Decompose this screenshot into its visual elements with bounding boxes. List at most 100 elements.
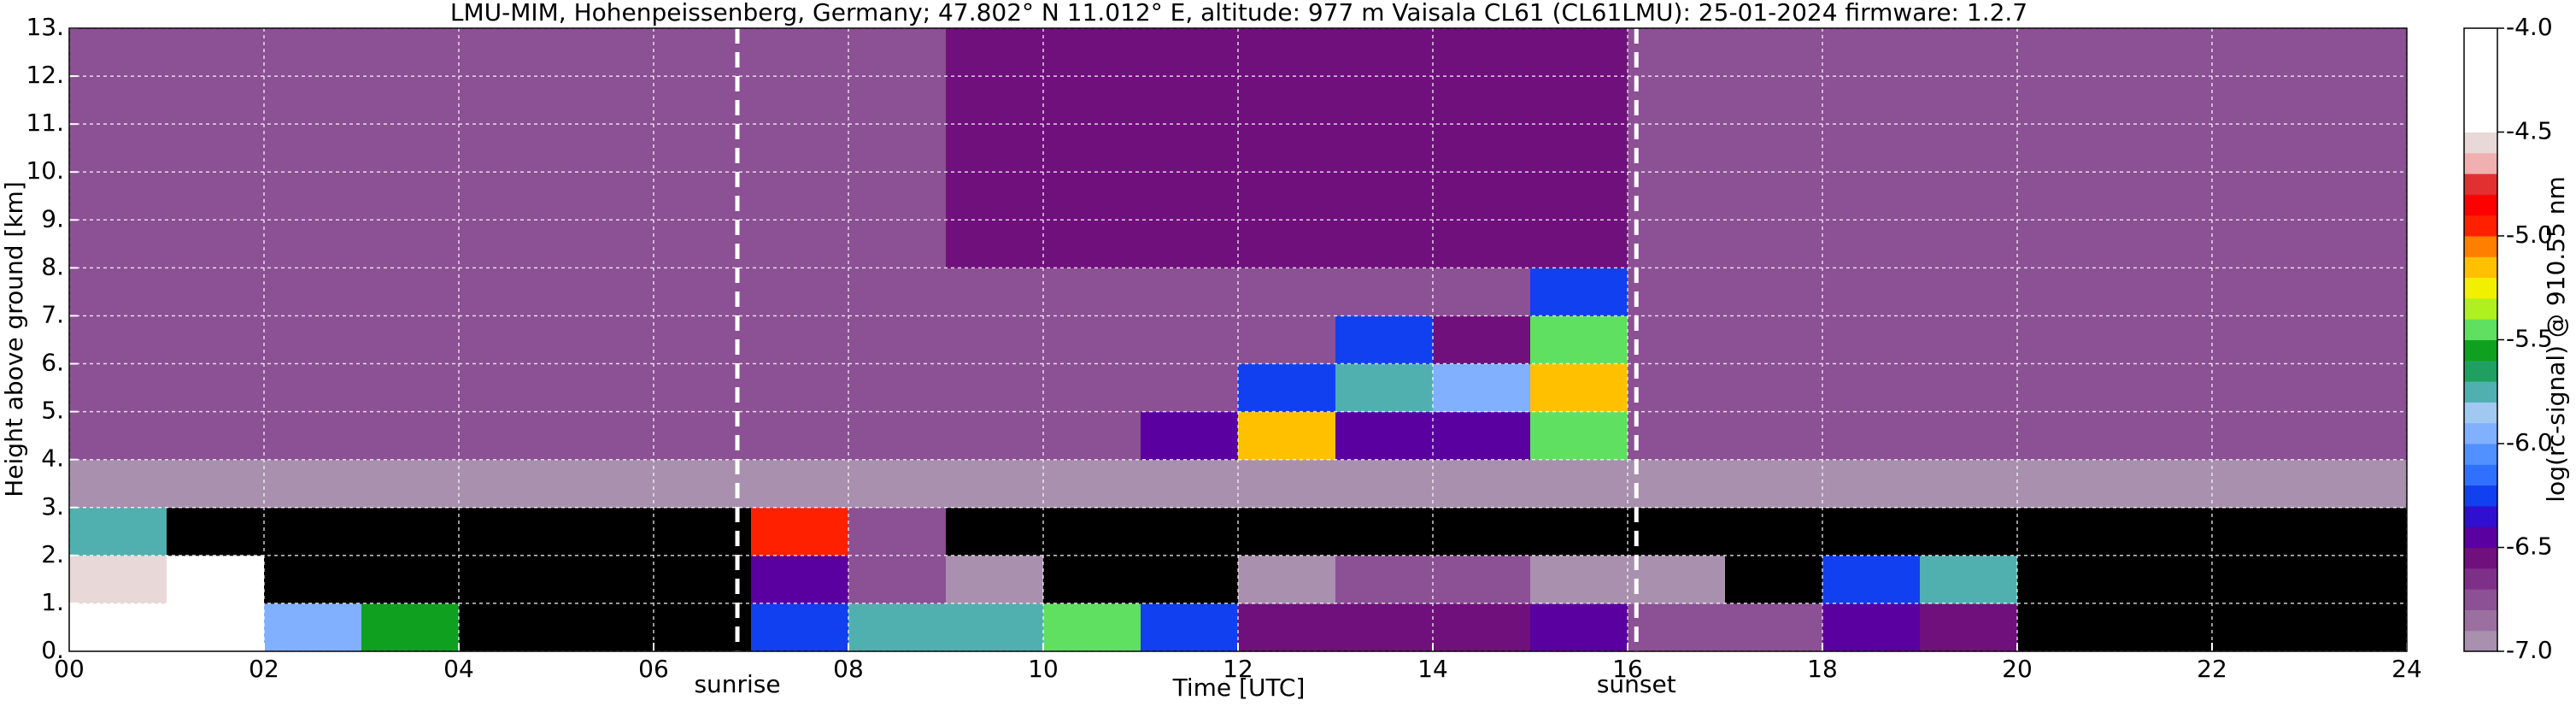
heat-cell bbox=[459, 124, 557, 173]
heat-cell bbox=[167, 28, 265, 77]
heat-cell bbox=[1725, 555, 1823, 604]
heat-cell bbox=[2309, 555, 2408, 604]
heat-cell bbox=[1141, 507, 1239, 556]
heat-cell bbox=[751, 172, 849, 221]
heat-cell bbox=[1141, 124, 1239, 173]
heat-cell bbox=[946, 459, 1044, 509]
heat-cell bbox=[1238, 555, 1336, 604]
heat-cell bbox=[1628, 172, 1726, 221]
heat-cell bbox=[2115, 268, 2213, 316]
heat-cell bbox=[1725, 172, 1823, 221]
y-tick-label: 4. bbox=[41, 444, 64, 473]
heat-cell bbox=[1238, 124, 1336, 173]
heat-cell bbox=[1530, 507, 1628, 556]
heat-cell bbox=[361, 603, 460, 652]
heat-cell bbox=[1335, 268, 1434, 316]
heat-cell bbox=[1725, 603, 1823, 652]
heat-cell bbox=[2017, 507, 2115, 556]
heat-cell bbox=[556, 555, 654, 604]
heat-cell bbox=[1043, 124, 1141, 173]
heat-cell bbox=[556, 603, 654, 652]
heat-cell bbox=[654, 172, 752, 221]
heat-cell bbox=[1530, 411, 1628, 461]
colorbar-swatch bbox=[2464, 609, 2497, 632]
heat-cell bbox=[1530, 124, 1628, 173]
heat-cell bbox=[69, 28, 167, 77]
heat-cell bbox=[69, 268, 167, 316]
heat-cell bbox=[1141, 220, 1239, 268]
colorbar-swatch bbox=[2464, 589, 2497, 610]
heat-cell bbox=[1822, 220, 1921, 268]
colorbar-swatch bbox=[2464, 132, 2497, 154]
heat-cell bbox=[2115, 459, 2213, 509]
heat-cell bbox=[654, 220, 752, 268]
heat-cell bbox=[167, 315, 265, 365]
heat-cell bbox=[2017, 363, 2115, 413]
heat-cell bbox=[946, 363, 1044, 413]
heat-cell bbox=[1043, 172, 1141, 221]
heat-cell bbox=[1628, 268, 1726, 316]
heat-cell bbox=[946, 28, 1044, 77]
heat-cell bbox=[1238, 363, 1336, 413]
heat-cell bbox=[556, 220, 654, 268]
heat-cell bbox=[1822, 507, 1921, 556]
heat-cell bbox=[1530, 268, 1628, 316]
heat-cell bbox=[1238, 315, 1336, 365]
heat-cell bbox=[264, 268, 362, 316]
heat-cell bbox=[2017, 268, 2115, 316]
heat-cell bbox=[2212, 315, 2310, 365]
heat-cell bbox=[1335, 172, 1434, 221]
heat-cell bbox=[654, 411, 752, 461]
heat-cell bbox=[1433, 172, 1531, 221]
heat-cell bbox=[751, 603, 849, 652]
heat-cell bbox=[1822, 76, 1921, 125]
heat-cell bbox=[751, 459, 849, 509]
heat-cell bbox=[1433, 315, 1531, 365]
heat-cell bbox=[2115, 603, 2213, 652]
heat-cell bbox=[2115, 555, 2213, 604]
y-tick-label: 9. bbox=[41, 204, 64, 232]
heat-cell bbox=[848, 172, 947, 221]
colorbar-swatch bbox=[2464, 464, 2497, 486]
heat-cell bbox=[1725, 507, 1823, 556]
colorbar-swatch bbox=[2464, 297, 2497, 320]
colorbar-tick-label: -5.5 bbox=[2506, 325, 2553, 353]
heat-cell bbox=[167, 363, 265, 413]
heat-cell bbox=[1920, 172, 2018, 221]
heat-cell bbox=[1335, 411, 1434, 461]
heat-cell bbox=[1920, 507, 2018, 556]
heat-cell bbox=[1628, 76, 1726, 125]
heat-cell bbox=[459, 28, 557, 77]
chart-title: LMU-MIM, Hohenpeissenberg, Germany; 47.8… bbox=[450, 0, 2027, 26]
heat-cell bbox=[1628, 411, 1726, 461]
heat-cell bbox=[1433, 411, 1531, 461]
heat-cell bbox=[1920, 124, 2018, 173]
heat-cell bbox=[946, 76, 1044, 125]
heat-cell bbox=[2115, 363, 2213, 413]
heat-cell bbox=[2309, 220, 2408, 268]
heat-cell bbox=[1238, 459, 1336, 509]
heat-cell bbox=[1920, 315, 2018, 365]
heat-cell bbox=[2017, 76, 2115, 125]
heat-cell bbox=[264, 507, 362, 556]
heat-cell bbox=[2309, 172, 2408, 221]
heat-cell bbox=[361, 268, 460, 316]
plot-frame bbox=[68, 27, 2408, 652]
heat-cell bbox=[2212, 507, 2310, 556]
heat-cell bbox=[1043, 507, 1141, 556]
heat-cell bbox=[1238, 76, 1336, 125]
heat-cell bbox=[1725, 363, 1823, 413]
heat-cell bbox=[946, 124, 1044, 173]
heat-cell bbox=[848, 28, 947, 77]
heat-cell bbox=[264, 172, 362, 221]
heat-cell bbox=[2017, 603, 2115, 652]
x-tick-label: 16 bbox=[1612, 655, 1643, 683]
heat-cell bbox=[1141, 172, 1239, 221]
heat-cell bbox=[1530, 28, 1628, 77]
heat-cell bbox=[361, 507, 460, 556]
heat-cell bbox=[654, 459, 752, 509]
annotation-label: sunset bbox=[1597, 670, 1676, 698]
heat-cell bbox=[2115, 315, 2213, 365]
heat-cell bbox=[459, 172, 557, 221]
heat-cell bbox=[2115, 28, 2213, 77]
